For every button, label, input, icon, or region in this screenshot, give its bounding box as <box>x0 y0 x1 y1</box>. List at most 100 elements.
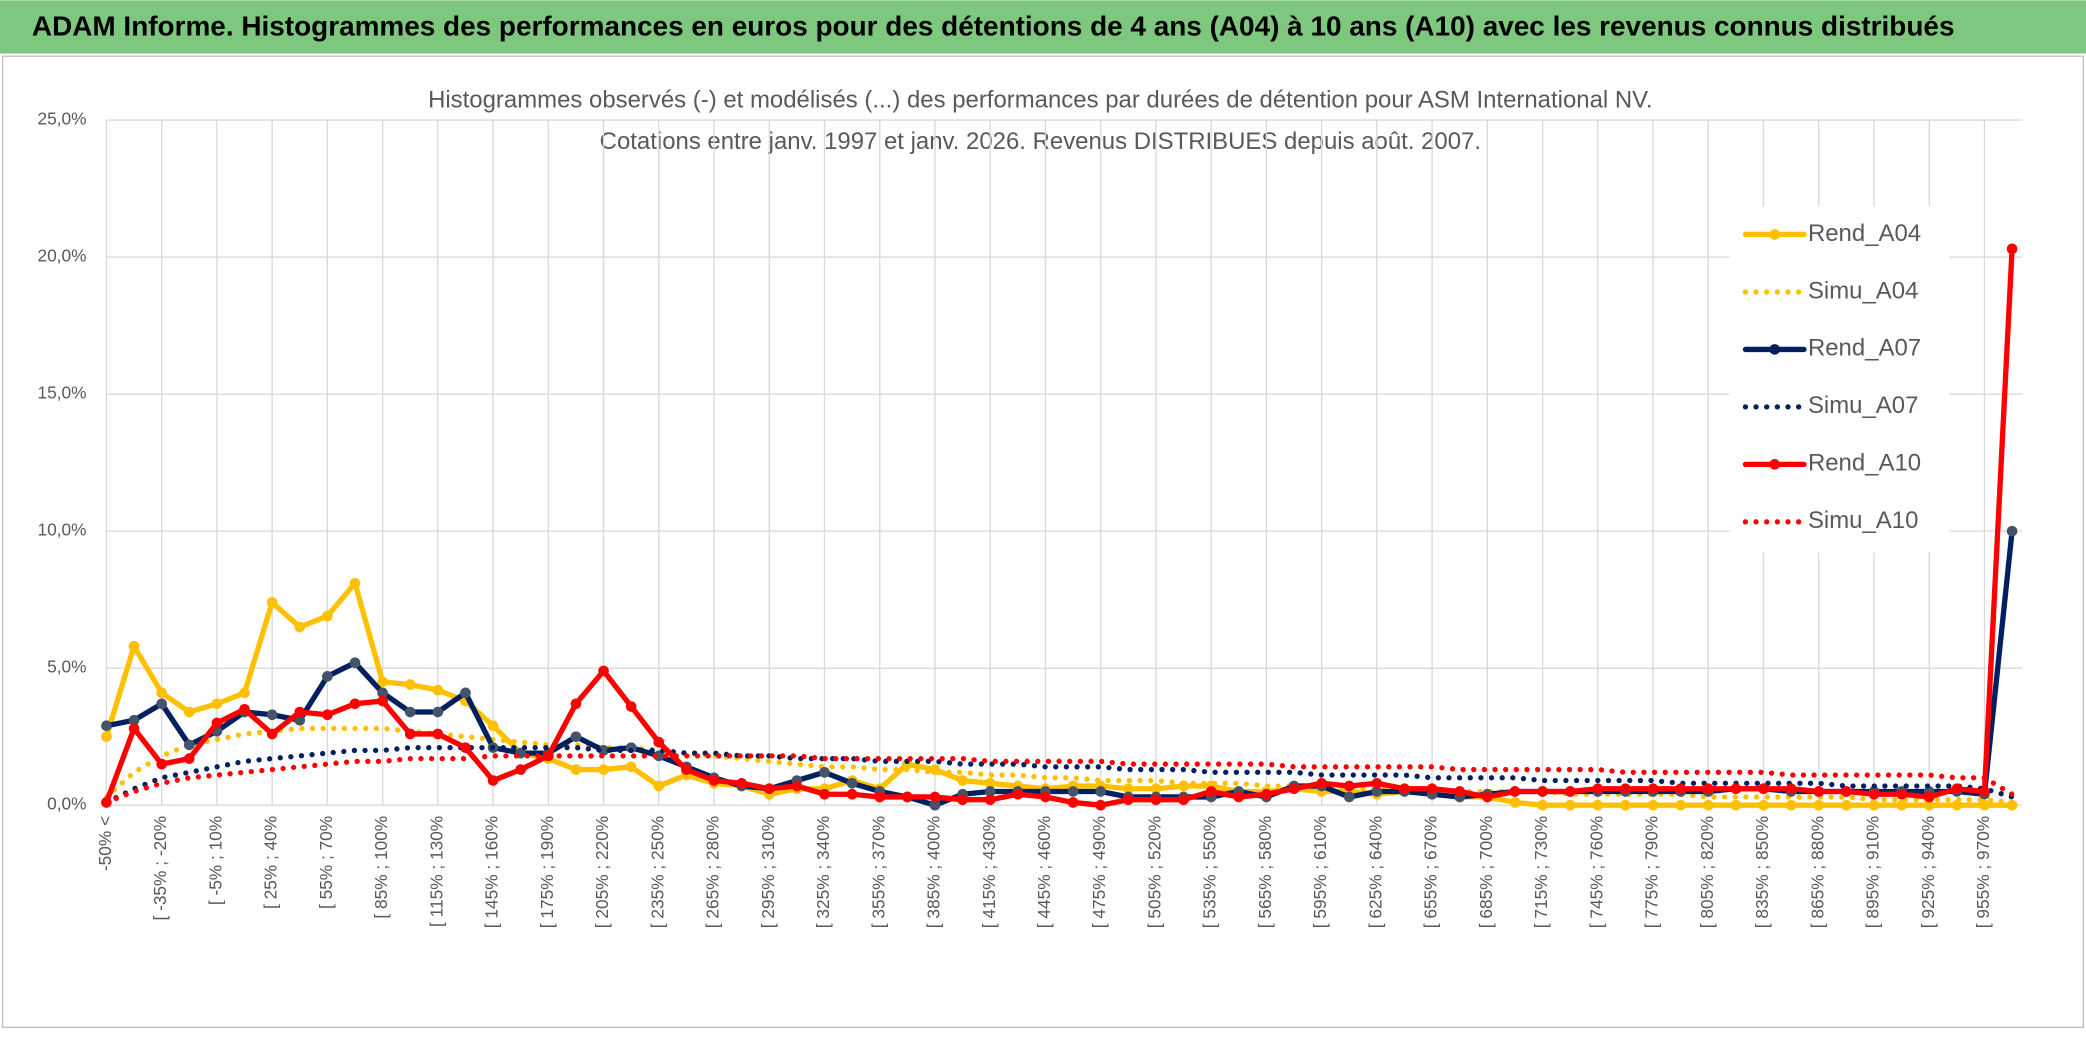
point <box>1150 794 1162 806</box>
point <box>211 717 223 729</box>
point <box>929 791 941 803</box>
point <box>294 714 306 726</box>
x-tick-label: [ 685% ; 700% <box>1476 816 1496 928</box>
point <box>1758 799 1769 811</box>
point <box>708 775 720 786</box>
x-tick-label: [ 145% ; 160% <box>482 816 502 928</box>
x-tick-label: [ 355% ; 370% <box>868 816 888 928</box>
legend-label: Rend_A07 <box>1808 335 1921 362</box>
point <box>1675 783 1686 795</box>
point <box>984 794 996 806</box>
point <box>377 676 388 688</box>
y-tick-label: 25,0% <box>37 109 86 129</box>
point <box>128 714 140 726</box>
point <box>266 728 278 740</box>
point <box>1730 799 1742 811</box>
point <box>515 764 527 775</box>
legend-marker <box>1769 459 1781 470</box>
point <box>736 777 747 789</box>
x-tick-label: [ 625% ; 640% <box>1365 816 1385 928</box>
legend-label: Simu_A07 <box>1808 392 1918 419</box>
x-tick-label: [ -5% ; 10% <box>205 816 225 905</box>
x-tick-label: [ 85% ; 100% <box>371 816 391 919</box>
point <box>128 640 140 652</box>
point <box>1564 799 1576 811</box>
point <box>1537 799 1548 811</box>
point <box>1261 788 1272 800</box>
x-tick-label: -50% < <box>95 816 115 871</box>
point <box>156 758 167 770</box>
point <box>681 764 692 775</box>
x-tick-label: [ 565% ; 580% <box>1255 816 1275 928</box>
point <box>1868 788 1880 800</box>
point <box>1951 799 1963 811</box>
point <box>183 753 195 764</box>
point <box>791 780 803 792</box>
point <box>1620 783 1631 795</box>
x-tick-label: [ 895% ; 910% <box>1863 816 1883 928</box>
point <box>957 775 968 786</box>
point <box>625 761 637 773</box>
point <box>1564 786 1576 797</box>
point <box>377 687 388 699</box>
point <box>1785 799 1797 811</box>
point <box>1288 783 1300 795</box>
x-tick-label: [ 865% ; 880% <box>1807 816 1827 928</box>
point <box>902 791 913 803</box>
point <box>183 739 195 751</box>
series-line <box>103 528 2015 808</box>
x-tick-label: [ 445% ; 460% <box>1034 816 1054 928</box>
point <box>1067 786 1079 797</box>
point <box>266 709 278 721</box>
x-tick-label: [ 55% ; 70% <box>316 816 336 909</box>
y-tick-label: 0,0% <box>47 794 86 814</box>
series-line <box>103 580 2015 808</box>
x-tick-label: [ 835% ; 850% <box>1752 816 1772 928</box>
point <box>984 786 996 797</box>
x-tick-label: [ 235% ; 250% <box>647 816 667 928</box>
x-tick-label: [ 175% ; 190% <box>537 816 557 928</box>
point <box>1122 783 1134 795</box>
point <box>1841 799 1852 811</box>
legend-label: Simu_A04 <box>1808 277 1918 304</box>
legend-marker <box>1769 229 1781 240</box>
point <box>322 610 333 622</box>
point <box>1702 799 1714 811</box>
point <box>294 706 306 718</box>
x-tick-label: [ 415% ; 430% <box>979 816 999 928</box>
point <box>1647 783 1659 795</box>
point <box>183 706 195 718</box>
point <box>1896 799 1907 811</box>
x-tick-label: [ 385% ; 400% <box>924 816 944 928</box>
point <box>1896 788 1907 800</box>
point <box>1813 786 1825 797</box>
point <box>322 709 333 721</box>
point <box>1454 786 1466 797</box>
chart-title: Histogrammes observés (-) et modélisés (… <box>428 87 1653 114</box>
point <box>1122 794 1134 806</box>
point <box>239 687 250 699</box>
y-tick-label: 20,0% <box>37 246 86 266</box>
point <box>294 621 306 633</box>
point <box>460 742 471 753</box>
point <box>101 731 112 742</box>
point <box>1371 786 1383 797</box>
point <box>211 698 223 710</box>
point <box>1040 791 1051 803</box>
y-tick-label: 15,0% <box>37 383 86 403</box>
x-tick-label: [ 595% ; 610% <box>1310 816 1330 928</box>
x-tick-label: [ 535% ; 550% <box>1200 816 1220 928</box>
y-tick-label: 5,0% <box>47 657 86 677</box>
x-tick-label: [ 265% ; 280% <box>703 816 723 928</box>
point <box>2006 525 2018 537</box>
point <box>1923 791 1935 803</box>
point <box>1979 799 1990 811</box>
point <box>653 750 665 762</box>
point <box>1702 783 1714 795</box>
x-tick-label: [ 295% ; 310% <box>758 816 778 928</box>
point <box>1095 799 1107 811</box>
header-bar <box>0 0 2086 54</box>
point <box>819 766 830 778</box>
legend-box <box>1729 206 1949 553</box>
